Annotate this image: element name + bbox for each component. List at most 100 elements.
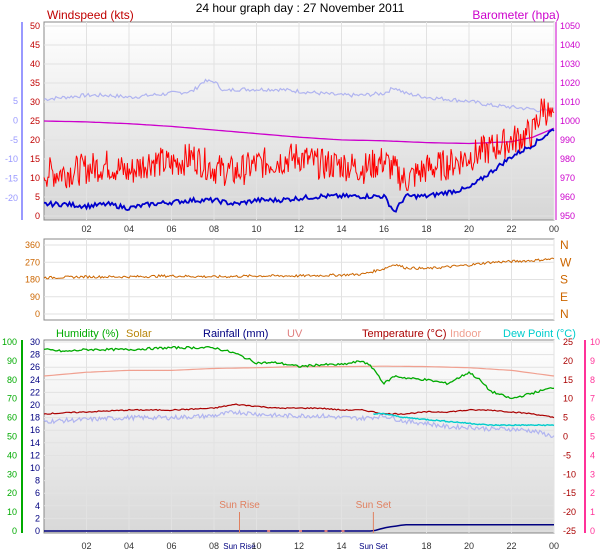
x-tick-label: 20 [464, 541, 474, 551]
barometer-label: Barometer (hpa) [472, 8, 559, 22]
rainfall-tick: 26 [30, 362, 40, 372]
humidity-tick: 60 [7, 413, 17, 423]
uv-mark [324, 530, 328, 532]
windspeed-tick: 5 [35, 192, 40, 202]
windspeed-tick: 10 [30, 173, 40, 183]
humidity-tick: 0 [12, 526, 17, 536]
x-tick-label: 06 [166, 224, 176, 234]
temperature-tick: 25 [563, 337, 573, 347]
rainfall-tick: 24 [30, 375, 40, 385]
windspeed-label: Windspeed (kts) [47, 8, 134, 22]
uv-tick: 0 [590, 526, 595, 536]
rainfall-tick: 12 [30, 450, 40, 460]
rainfall-tick: 18 [30, 413, 40, 423]
legend-indoor: Indoor [450, 328, 482, 340]
rainfall-tick: 22 [30, 387, 40, 397]
humidity-tick: 90 [7, 356, 17, 366]
direction-degree-tick: 0 [35, 309, 40, 319]
humidity-tick: 30 [7, 469, 17, 479]
x-tick-label: 08 [209, 541, 219, 551]
humidity-tick: 10 [7, 507, 17, 517]
humidity-tick: 100 [2, 337, 17, 347]
barometer-tick: 1010 [560, 97, 580, 107]
legend-rainfall: Rainfall (mm) [203, 328, 268, 340]
x-tick-label: 10 [251, 541, 261, 551]
uv-mark [341, 530, 345, 532]
direction-degree-tick: 90 [30, 292, 40, 302]
humidity-tick: 40 [7, 450, 17, 460]
legend-dewpoint: Dew Point (°C) [503, 328, 576, 340]
humidity-tick: 20 [7, 488, 17, 498]
x-tick-label: 04 [124, 541, 134, 551]
direction-compass-tick: E [560, 290, 568, 304]
humidity-tick: 50 [7, 432, 17, 442]
outer-temp-line [43, 78, 555, 113]
x-tick-label: 20 [464, 224, 474, 234]
barometer-tick: 990 [560, 135, 575, 145]
direction-series [43, 257, 555, 280]
rainfall-tick: 6 [35, 488, 40, 498]
x-tick-label: 06 [166, 541, 176, 551]
sunset-label: Sun Set [356, 500, 392, 511]
direction-compass-tick: N [560, 307, 569, 321]
direction-degree-tick: 360 [25, 240, 40, 250]
humidity-tick: 70 [7, 394, 17, 404]
uv-tick: 7 [590, 394, 595, 404]
outer-temp-axis-ticks: 5 0 -5 -10 -15 -20 [5, 96, 18, 203]
windspeed-tick: 20 [30, 135, 40, 145]
wind-baro-series [43, 78, 555, 213]
temp-humidity-panel: Humidity (%) Solar Rainfall (mm) UV Temperat… [2, 328, 600, 551]
uv-tick: 6 [590, 413, 595, 423]
x-tick-label: 12 [294, 224, 304, 234]
barometer-tick: 960 [560, 192, 575, 202]
outer-temp-tick: -5 [10, 135, 18, 145]
temperature-tick: -20 [563, 507, 576, 517]
rainfall-tick: 16 [30, 425, 40, 435]
outer-temp-tick: -10 [5, 154, 18, 164]
x-tick-label: 04 [124, 224, 134, 234]
direction-compass-tick: S [560, 273, 568, 287]
x-tick-label: 14 [336, 224, 346, 234]
temperature-tick: 15 [563, 375, 573, 385]
x-tick-label: 02 [81, 224, 91, 234]
direction-degree-tick: 180 [25, 275, 40, 285]
outdoor-temp-light-line [43, 409, 555, 439]
uv-tick: 9 [590, 356, 595, 366]
barometer-tick: 970 [560, 173, 575, 183]
wind-average-line [43, 128, 555, 213]
x-tick-label: 22 [506, 224, 516, 234]
temp-humidity-legend: Humidity (%) Solar Rainfall (mm) UV Temperat… [56, 328, 576, 340]
direction-gridlines [44, 239, 555, 320]
x-tick-label: 12 [294, 541, 304, 551]
barometer-tick: 950 [560, 211, 575, 221]
legend-solar: Solar [126, 328, 152, 340]
legend-temperature: Temperature (°C) [362, 328, 446, 340]
temperature-axis-ticks: 25 20 15 10 5 0 -5 -10 -15 -20 -25 [563, 337, 576, 536]
direction-degree-tick: 270 [25, 257, 40, 267]
x-tick-label: 16 [379, 224, 389, 234]
uv-tick: 4 [590, 450, 595, 460]
barometer-tick: 1020 [560, 78, 580, 88]
humidity-tick: 80 [7, 375, 17, 385]
rainfall-tick: 4 [35, 501, 40, 511]
x-tick-label: Sun Rise [223, 542, 256, 551]
windspeed-tick: 45 [30, 40, 40, 50]
rainfall-tick: 8 [35, 476, 40, 486]
x-tick-label: 00 [549, 224, 559, 234]
barometer-tick: 1000 [560, 116, 580, 126]
outer-temp-tick: 0 [13, 115, 18, 125]
rainfall-tick: 10 [30, 463, 40, 473]
dewpoint-line [373, 412, 555, 427]
barometer-line [43, 120, 555, 145]
sunrise-label: Sun Rise [219, 500, 260, 511]
legend-humidity: Humidity (%) [56, 328, 119, 340]
windspeed-tick: 50 [30, 21, 40, 31]
uv-tick: 10 [590, 337, 600, 347]
x-tick-label: 02 [81, 541, 91, 551]
